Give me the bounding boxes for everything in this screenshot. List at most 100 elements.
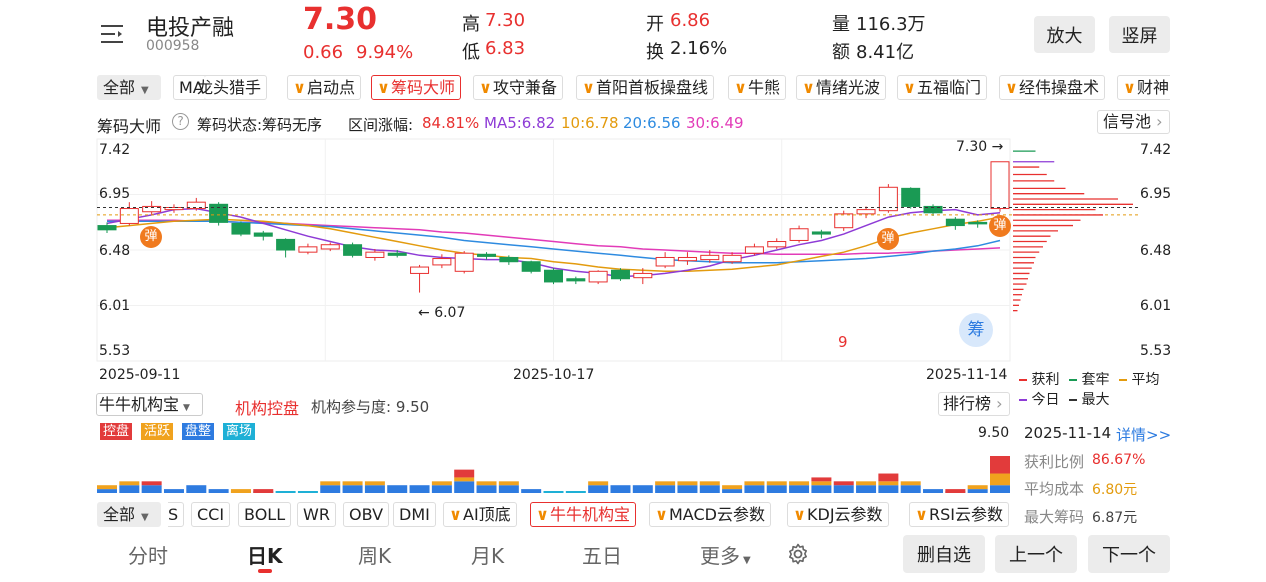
tab-ai[interactable]: ∨AI顶底 — [443, 502, 517, 527]
sub-bar-cyan — [543, 491, 564, 493]
chip-detail-link[interactable]: 详情>> — [1116, 426, 1172, 444]
sub-bar-orange — [699, 481, 720, 486]
tab-macd-label: MACD云参数 — [669, 505, 765, 524]
help-icon[interactable]: ? — [172, 113, 189, 130]
range-label: 区间涨幅: — [348, 116, 414, 134]
tab-qidongdian[interactable]: ∨启动点 — [287, 75, 362, 100]
sub-bar-orange — [856, 481, 877, 486]
candle-body — [945, 218, 965, 227]
main-chart[interactable] — [0, 0, 1266, 390]
sub-bar-blue — [320, 485, 341, 493]
indicator-all-dropdown[interactable]: 全部 ▼ — [97, 75, 161, 100]
nav-zhouk[interactable]: 周K — [358, 544, 392, 568]
nav-more[interactable]: 更多 ▼ — [700, 540, 751, 569]
nav-more-label: 更多 — [700, 544, 740, 568]
candle-body — [164, 206, 184, 211]
chip-info-date: 2025-11-14 — [1024, 424, 1112, 442]
tab-niuxiong-label: 牛熊 — [748, 78, 781, 97]
tab-ma[interactable]: MA — [173, 75, 210, 100]
sub-bar-blue — [186, 485, 207, 493]
tab-shouyang[interactable]: ∨首阳首板操盘线 — [576, 75, 715, 100]
ma20-line — [107, 220, 1001, 264]
tab-dmi[interactable]: DMI — [393, 502, 436, 527]
tab-jingwei[interactable]: ∨经伟操盘术 — [999, 75, 1106, 100]
tab-kdj[interactable]: ∨KDJ云参数 — [787, 502, 889, 527]
low-marker-value: 6.07 — [434, 305, 466, 321]
candles — [97, 161, 1140, 293]
sub-bar-blue — [119, 485, 140, 493]
legend-max-label: 最大 — [1081, 392, 1110, 408]
sub-bar-orange — [119, 481, 140, 486]
sub-bar-blue — [498, 485, 519, 493]
x-tick-1: 2025-10-17 — [513, 367, 595, 383]
sub-all-label: 全部 — [103, 505, 136, 524]
nav-wuri[interactable]: 五日 — [582, 544, 622, 568]
chou-button[interactable]: 筹 — [959, 313, 993, 347]
candle-body — [298, 246, 318, 253]
max-chip-value: 6.87元 — [1092, 510, 1138, 526]
tab-longtou-label: 龙头猎手 — [197, 78, 262, 97]
candle-body — [410, 266, 430, 274]
tan-badge-label: 弹 — [993, 218, 1007, 233]
chevron-down-icon: ▼ — [141, 85, 149, 96]
badge-lichang: 离场 — [223, 423, 256, 440]
tab-s[interactable]: S — [168, 502, 185, 527]
sub-all-dropdown[interactable]: 全部 ▼ — [97, 502, 161, 527]
tab-obv[interactable]: OBV — [343, 502, 390, 527]
tab-gongshou[interactable]: ∨攻守兼备 — [473, 75, 564, 100]
prev-stock-button[interactable]: 上一个 — [995, 535, 1077, 573]
price-change-pct: 9.94% — [356, 42, 414, 63]
sub-bar-blue — [342, 485, 363, 493]
x-tick-0: 2025-09-11 — [99, 367, 181, 383]
sub-bar-blue — [431, 485, 452, 493]
tan-badge[interactable]: 弹 — [140, 226, 162, 248]
tab-macd[interactable]: ∨MACD云参数 — [649, 502, 771, 527]
open-value: 6.86 — [670, 10, 711, 31]
low-marker: ← 6.07 — [418, 305, 466, 321]
next-stock-button[interactable]: 下一个 — [1088, 535, 1170, 573]
sub-bar-red — [141, 481, 162, 486]
indicator-name: 筹码大师 — [97, 117, 162, 136]
sub-indicator-select[interactable]: 牛牛机构宝 ▼ — [96, 393, 203, 416]
nav-yuek[interactable]: 月K — [471, 544, 505, 568]
rank-button[interactable]: 排行榜 › — [938, 392, 1010, 416]
tab-niuxiong[interactable]: ∨牛熊 — [728, 75, 787, 100]
badge-huoyue: 活跃 — [141, 423, 174, 440]
tan-badge[interactable]: 弹 — [989, 215, 1011, 237]
tab-caishen[interactable]: ∨财神 — [1117, 75, 1170, 100]
menu-icon[interactable] — [99, 22, 125, 46]
settings-gear-icon[interactable] — [786, 542, 810, 566]
nav-rik[interactable]: 日K — [247, 544, 283, 568]
tab-choumadashi[interactable]: ∨筹码大师 — [371, 75, 462, 100]
tab-boll[interactable]: BOLL — [238, 502, 292, 527]
sub-bar-blue — [476, 485, 497, 493]
tab-cci[interactable]: CCI — [191, 502, 231, 527]
tab-niuniu[interactable]: ∨牛牛机构宝 — [530, 502, 637, 527]
sub-bar-orange — [230, 489, 251, 493]
tab-wr[interactable]: WR — [297, 502, 336, 527]
ma5-value: MA5:6.82 — [484, 114, 556, 132]
sub-tab-strip: S CCI BOLL WR OBV DMI ∨AI顶底 ∨牛牛机构宝 ∨MACD… — [168, 502, 1013, 528]
candle-body — [878, 186, 898, 212]
remove-watchlist-button[interactable]: 删自选 — [903, 535, 985, 573]
signal-pool-button[interactable]: 信号池 › — [1097, 110, 1170, 134]
tab-rsi[interactable]: ∨RSI云参数 — [909, 502, 1009, 527]
tab-qingxu[interactable]: ∨情绪光波 — [796, 75, 887, 100]
tab-wufu[interactable]: ∨五福临门 — [897, 75, 988, 100]
rank-button-label: 排行榜 — [943, 394, 992, 413]
sub-bar-orange — [766, 481, 787, 486]
candle-body — [97, 225, 117, 231]
legend-avg: 平均 — [1119, 369, 1159, 389]
sub-bar-blue — [521, 489, 542, 493]
indicator-all-label: 全部 — [103, 78, 136, 97]
candle-body — [142, 205, 162, 213]
sub-bar-blue — [990, 485, 1010, 493]
nav-fenshi[interactable]: 分时 — [128, 544, 168, 568]
tab-jingwei-label: 经伟操盘术 — [1019, 78, 1100, 97]
zoom-button[interactable]: 放大 — [1034, 16, 1095, 53]
tab-longtou[interactable]: 龙头猎手 — [197, 75, 268, 100]
portrait-button[interactable]: 竖屏 — [1109, 16, 1170, 53]
sub-bar-orange — [320, 481, 341, 486]
price-change: 0.66 — [303, 42, 344, 63]
tan-badge[interactable]: 弹 — [877, 228, 899, 250]
